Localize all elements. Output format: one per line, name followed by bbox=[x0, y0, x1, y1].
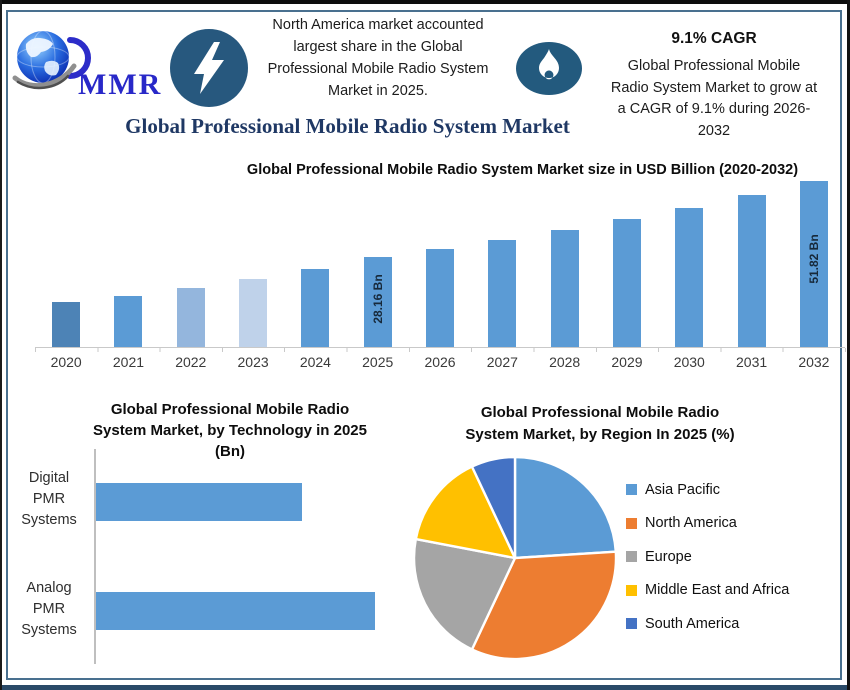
bar-2024 bbox=[301, 268, 330, 347]
bar-column bbox=[35, 302, 97, 347]
page-title: Global Professional Mobile Radio System … bbox=[125, 114, 570, 138]
legend-item: North America bbox=[626, 515, 789, 531]
x-axis-label: 2031 bbox=[736, 354, 768, 370]
x-axis-label: 2029 bbox=[611, 354, 643, 370]
x-axis-label: 2026 bbox=[424, 354, 456, 370]
cagr-block: 9.1% CAGR Global Professional Mobile Rad… bbox=[586, 30, 842, 142]
bar-2021 bbox=[114, 295, 143, 347]
bar-column bbox=[720, 194, 782, 347]
pie-slice-middle-east-and-africa bbox=[414, 465, 517, 560]
bar-digital-pmr-systems bbox=[96, 483, 302, 521]
bar-2031 bbox=[737, 194, 766, 347]
bar-column bbox=[596, 219, 658, 347]
x-axis-label: 2028 bbox=[549, 354, 581, 370]
legend-marker bbox=[626, 517, 637, 529]
mmr-logo: MMR bbox=[12, 28, 168, 104]
bar-2032: 51.82 Bn bbox=[799, 181, 828, 347]
bar-2023 bbox=[239, 279, 268, 347]
x-axis-ticks bbox=[35, 348, 846, 352]
flame-icon bbox=[516, 42, 582, 95]
region-pie-chart bbox=[412, 455, 618, 661]
x-axis-labels: 2020 2021 2022 2023 2024 2025 2026 2027 2028 2029… bbox=[35, 354, 845, 370]
bar-value-label: 28.16 Bn bbox=[370, 274, 385, 324]
legend-label: Europe bbox=[645, 548, 692, 565]
bar-2030 bbox=[675, 207, 704, 347]
legend-item: South America bbox=[626, 615, 789, 632]
cagr-headline: 9.1% CAGR bbox=[671, 30, 757, 47]
x-axis-label: 2024 bbox=[299, 354, 331, 370]
globe-icon bbox=[12, 30, 91, 90]
market-size-chart-title: Global Professional Mobile Radio System … bbox=[246, 162, 799, 178]
legend-label: South America bbox=[645, 615, 740, 632]
legend-marker bbox=[626, 618, 637, 629]
bar-column: 28.16 Bn bbox=[347, 256, 409, 347]
bar-2028 bbox=[550, 229, 579, 347]
legend-label: Middle East and Africa bbox=[645, 582, 790, 598]
bar-column bbox=[534, 229, 596, 347]
pie-legend: Asia Pacific North America Europe Middle Ea… bbox=[626, 482, 789, 650]
pie-slice-north-america bbox=[470, 550, 618, 661]
category-label: Analog PMR Systems bbox=[21, 580, 77, 638]
pie-slice-asia-pacific bbox=[513, 455, 617, 560]
legend-label: North America bbox=[645, 515, 737, 531]
region-chart-title: Global Professional Mobile Radio System … bbox=[465, 404, 735, 443]
x-axis-label: 2025 bbox=[362, 354, 394, 370]
bar-analog-pmr-systems bbox=[96, 592, 375, 630]
market-size-bar-chart: 28.16 Bn 51.82 Bn bbox=[35, 181, 845, 348]
x-axis-label: 2027 bbox=[486, 354, 518, 370]
cagr-note: Global Professional Mobile Radio System … bbox=[610, 58, 818, 139]
legend-item: Asia Pacific bbox=[626, 481, 789, 498]
frame-left-edge bbox=[0, 0, 2, 690]
logo-wordmark: MMR bbox=[78, 68, 163, 101]
technology-chart-title: Global Professional Mobile Radio System … bbox=[93, 401, 367, 460]
legend-marker bbox=[626, 551, 637, 562]
pie-slice-europe bbox=[412, 537, 517, 651]
bar-2020 bbox=[52, 302, 81, 347]
bar-column: 51.82 Bn bbox=[783, 181, 845, 347]
legend-label: Asia Pacific bbox=[645, 481, 720, 498]
legend-item: Middle East and Africa bbox=[626, 582, 790, 598]
bar-2027 bbox=[488, 239, 517, 347]
x-axis-label: 2032 bbox=[798, 354, 830, 370]
frame-right-edge bbox=[847, 0, 850, 690]
bar-2022 bbox=[176, 288, 205, 347]
frame-top-edge bbox=[0, 0, 850, 4]
frame-bottom-edge bbox=[0, 685, 850, 690]
bar-column bbox=[409, 248, 471, 347]
x-axis-label: 2020 bbox=[50, 354, 82, 370]
x-axis-label: 2021 bbox=[112, 354, 145, 370]
bar-column bbox=[97, 295, 159, 347]
bar-column bbox=[160, 288, 222, 347]
bar-column bbox=[471, 239, 533, 347]
legend-marker bbox=[626, 584, 637, 596]
lightning-bolt-icon bbox=[170, 29, 248, 107]
bar-column bbox=[222, 279, 284, 347]
legend-item: Europe bbox=[626, 548, 789, 565]
bar-2025: 28.16 Bn bbox=[363, 256, 392, 347]
technology-chart-axis-line bbox=[94, 449, 96, 664]
x-axis-label: 2022 bbox=[175, 354, 207, 370]
bar-2029 bbox=[612, 219, 641, 347]
x-axis-label: 2030 bbox=[673, 354, 705, 370]
bar-column bbox=[658, 207, 720, 347]
pie-slice-south-america bbox=[470, 455, 517, 560]
bar-column bbox=[284, 268, 346, 347]
x-axis-label: 2023 bbox=[237, 354, 269, 370]
legend-marker bbox=[626, 484, 637, 495]
bar-2026 bbox=[426, 248, 455, 347]
category-label: Digital PMR Systems bbox=[21, 470, 77, 528]
north-america-note: North America market accounted largest s… bbox=[267, 17, 489, 99]
bar-value-label: 51.82 Bn bbox=[806, 234, 821, 284]
